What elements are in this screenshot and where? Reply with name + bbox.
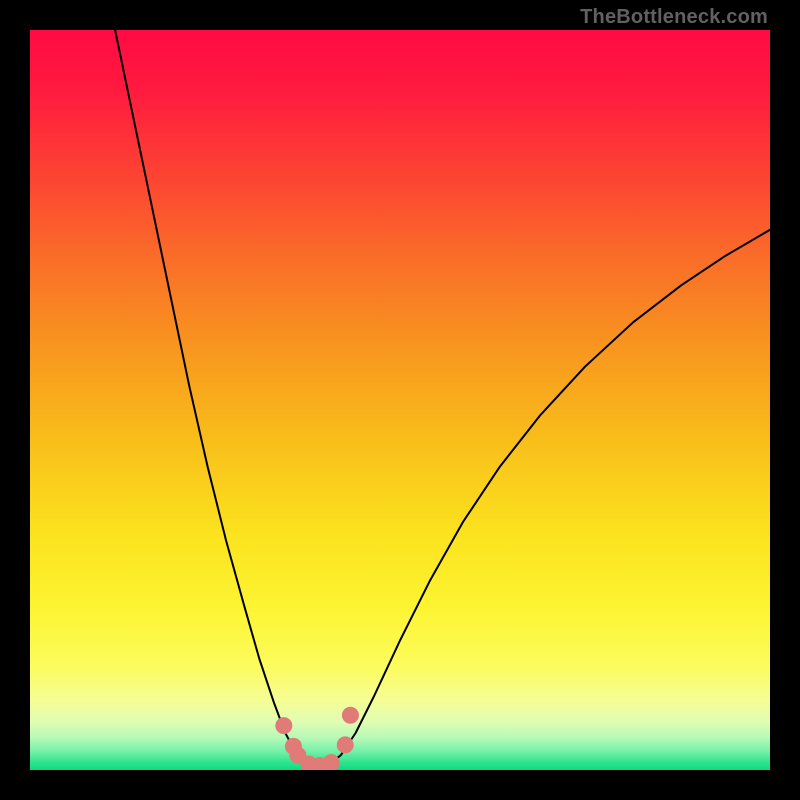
watermark-label: TheBottleneck.com bbox=[580, 6, 768, 29]
curve-marker bbox=[337, 737, 353, 753]
curve-marker bbox=[323, 755, 339, 770]
plot-area bbox=[30, 30, 770, 770]
curve-marker bbox=[276, 718, 292, 734]
chart-frame: TheBottleneck.com bbox=[0, 0, 800, 800]
chart-svg bbox=[30, 30, 770, 770]
curve-marker bbox=[342, 707, 358, 723]
gradient-background bbox=[30, 30, 770, 770]
